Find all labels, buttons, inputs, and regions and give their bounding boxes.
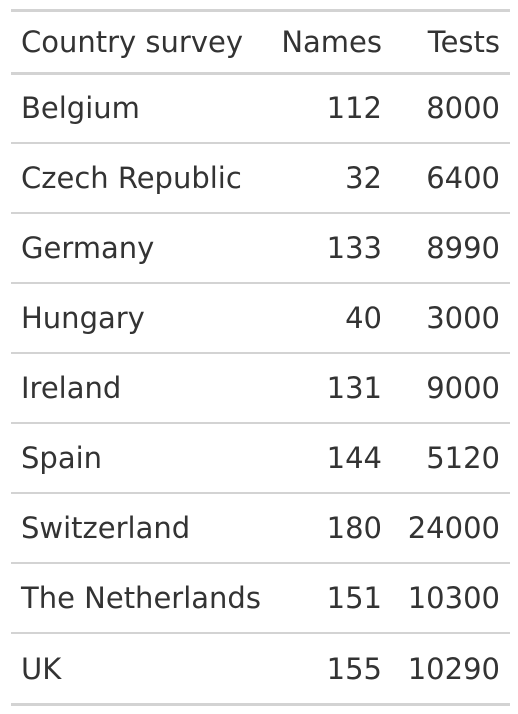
table-row: Germany 133 8990	[11, 213, 510, 284]
tests-cell: 3000	[392, 283, 510, 354]
country-cell: Ireland	[11, 353, 271, 424]
table-row: Hungary 40 3000	[11, 283, 510, 354]
tests-cell: 10290	[407, 651, 500, 686]
header-row: Country survey Names Tests	[11, 12, 510, 75]
names-cell: 40	[271, 283, 392, 354]
table-row: UK 155 10290	[11, 633, 510, 703]
column-header-names: Names	[271, 12, 392, 75]
names-cell: 144	[271, 423, 392, 494]
column-header-tests: Tests	[392, 12, 510, 75]
names-cell: 112	[271, 73, 392, 144]
country-cell: Hungary	[11, 283, 271, 354]
names-cell: 180	[271, 493, 392, 564]
data-table-container: Country survey Names Tests Belgium 112 8…	[11, 9, 510, 706]
names-cell: 131	[271, 353, 392, 424]
table-body: Belgium 112 8000 Czech Republic 32 6400 …	[11, 73, 510, 703]
column-header-country-survey: Country survey	[11, 12, 271, 75]
table-row: The Netherlands 151 10300	[11, 563, 510, 634]
country-cell: UK	[21, 651, 62, 686]
country-cell: Belgium	[11, 73, 271, 144]
tests-cell: 10300	[392, 563, 510, 634]
tests-cell: 5120	[392, 423, 510, 494]
country-cell: Czech Republic	[11, 143, 271, 214]
tests-cell: 8990	[392, 213, 510, 284]
tests-cell: 9000	[392, 353, 510, 424]
tests-cell: 6400	[392, 143, 510, 214]
country-cell: The Netherlands	[11, 563, 271, 634]
names-cell: 151	[271, 563, 392, 634]
table-row: Switzerland 180 24000	[11, 493, 510, 564]
tests-cell: 8000	[392, 73, 510, 144]
country-cell: Germany	[11, 213, 271, 284]
names-cell: 133	[271, 213, 392, 284]
names-cell: 32	[271, 143, 392, 214]
country-cell: Spain	[11, 423, 271, 494]
names-cell: 155	[326, 651, 382, 686]
survey-table: Country survey Names Tests Belgium 112 8…	[11, 12, 510, 703]
table-row: Spain 144 5120	[11, 423, 510, 494]
table-row: Czech Republic 32 6400	[11, 143, 510, 214]
table-row: Belgium 112 8000	[11, 73, 510, 144]
country-cell: Switzerland	[11, 493, 271, 564]
table-row: Ireland 131 9000	[11, 353, 510, 424]
table-header: Country survey Names Tests	[11, 12, 510, 75]
tests-cell: 24000	[392, 493, 510, 564]
